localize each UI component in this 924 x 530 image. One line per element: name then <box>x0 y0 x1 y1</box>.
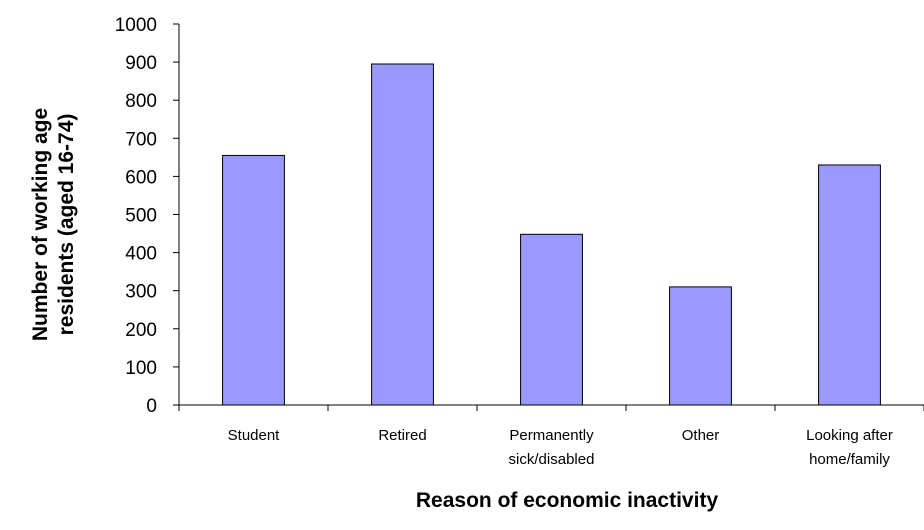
bar-looking-after-home-family <box>818 164 881 406</box>
bar-retired <box>371 63 434 406</box>
y-axis-title-text: Number of working age residents (aged 16-… <box>29 108 78 341</box>
x-tick-label: Permanently sick/disabled <box>509 427 595 468</box>
bar-permanently-sick-disabled <box>520 233 583 406</box>
x-tick-label-line: Student <box>228 427 281 444</box>
y-tick-label: 900 <box>125 53 157 74</box>
x-tick-label-line: sick/disabled <box>509 451 595 468</box>
bar-other <box>669 286 732 406</box>
x-axis-title: Reason of economic inactivity <box>416 489 719 512</box>
y-axis-title-line: residents (aged 16-74) <box>55 114 78 336</box>
x-tick-label-line: Looking after <box>806 427 893 444</box>
y-tick-label: 400 <box>125 244 157 265</box>
x-tick-label: Student <box>228 427 281 444</box>
y-tick-label: 1000 <box>115 15 157 36</box>
y-axis-title: Number of working age residents (aged 16-… <box>29 108 78 341</box>
x-tick-label: Other <box>682 427 720 444</box>
y-tick-label: 500 <box>125 206 157 227</box>
x-tick-label-line: home/family <box>809 451 890 468</box>
y-tick-label: 100 <box>125 358 157 379</box>
y-tick-label: 0 <box>146 396 157 417</box>
x-tick-label: Retired <box>378 427 426 444</box>
y-tick-label: 200 <box>125 320 157 341</box>
y-axis: 0 100 200 300 400 500 600 700 800 900 1000 <box>115 15 180 417</box>
y-tick-label: 700 <box>125 129 157 150</box>
bar-student <box>222 154 285 406</box>
bars <box>222 63 881 406</box>
x-tick-label-line: Retired <box>378 427 426 444</box>
y-axis-title-line: Number of working age <box>29 108 52 341</box>
y-tick-label: 300 <box>125 282 157 303</box>
y-tick-label: 600 <box>125 167 157 188</box>
x-tick-label-line: Other <box>682 427 720 444</box>
x-tick-label-line: Permanently <box>509 427 594 444</box>
y-tick-label: 800 <box>125 91 157 112</box>
x-tick-label: Looking after home/family <box>806 427 893 468</box>
x-axis: Student Retired Permanently sick/disabled Ot… <box>178 404 924 468</box>
